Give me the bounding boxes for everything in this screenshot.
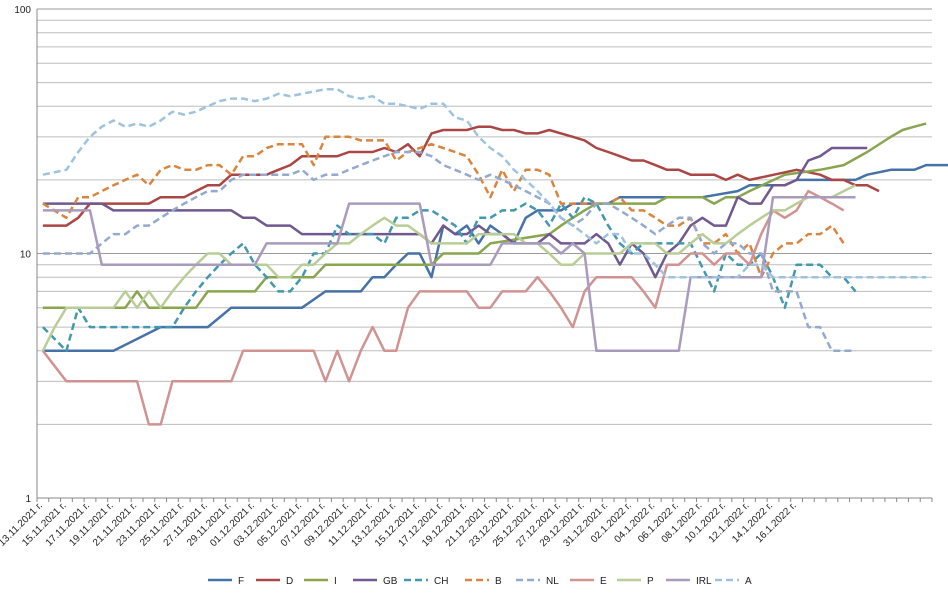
- axes: [36, 9, 933, 502]
- legend-label: P: [647, 576, 654, 587]
- legend-label: B: [495, 576, 502, 587]
- series-line-b: [42, 135, 845, 279]
- legend-label: I: [334, 576, 337, 587]
- series-line-e: [41, 189, 845, 426]
- y-tick-labels: 1 10 100: [14, 5, 31, 505]
- series-lines: [41, 87, 948, 426]
- legend-label: NL: [546, 576, 559, 587]
- gridlines: [37, 8, 932, 499]
- y-tick-label: 1: [25, 494, 31, 505]
- y-tick-label: 10: [20, 250, 32, 261]
- legend-label: GB: [383, 576, 398, 587]
- series-line-a: [42, 87, 927, 279]
- x-tick-labels: 13.11.2021 г.15.11.2021 г.17.11.2021 г.1…: [0, 500, 799, 549]
- legend-label: E: [600, 576, 607, 587]
- series-line-nl: [42, 150, 856, 353]
- legend: F D I GB CH B NL E P IRL A: [208, 576, 752, 587]
- y-tick-label: 100: [14, 5, 31, 16]
- series-line-irl: [42, 195, 856, 353]
- series-line-gb: [42, 146, 868, 279]
- legend-label: A: [745, 576, 752, 587]
- legend-label: D: [286, 576, 293, 587]
- series-line-ch: [42, 195, 857, 353]
- series-line-d: [42, 125, 880, 227]
- series-line-i: [42, 122, 927, 309]
- legend-label: IRL: [696, 576, 712, 587]
- legend-label: CH: [434, 576, 448, 587]
- legend-label: F: [238, 576, 244, 587]
